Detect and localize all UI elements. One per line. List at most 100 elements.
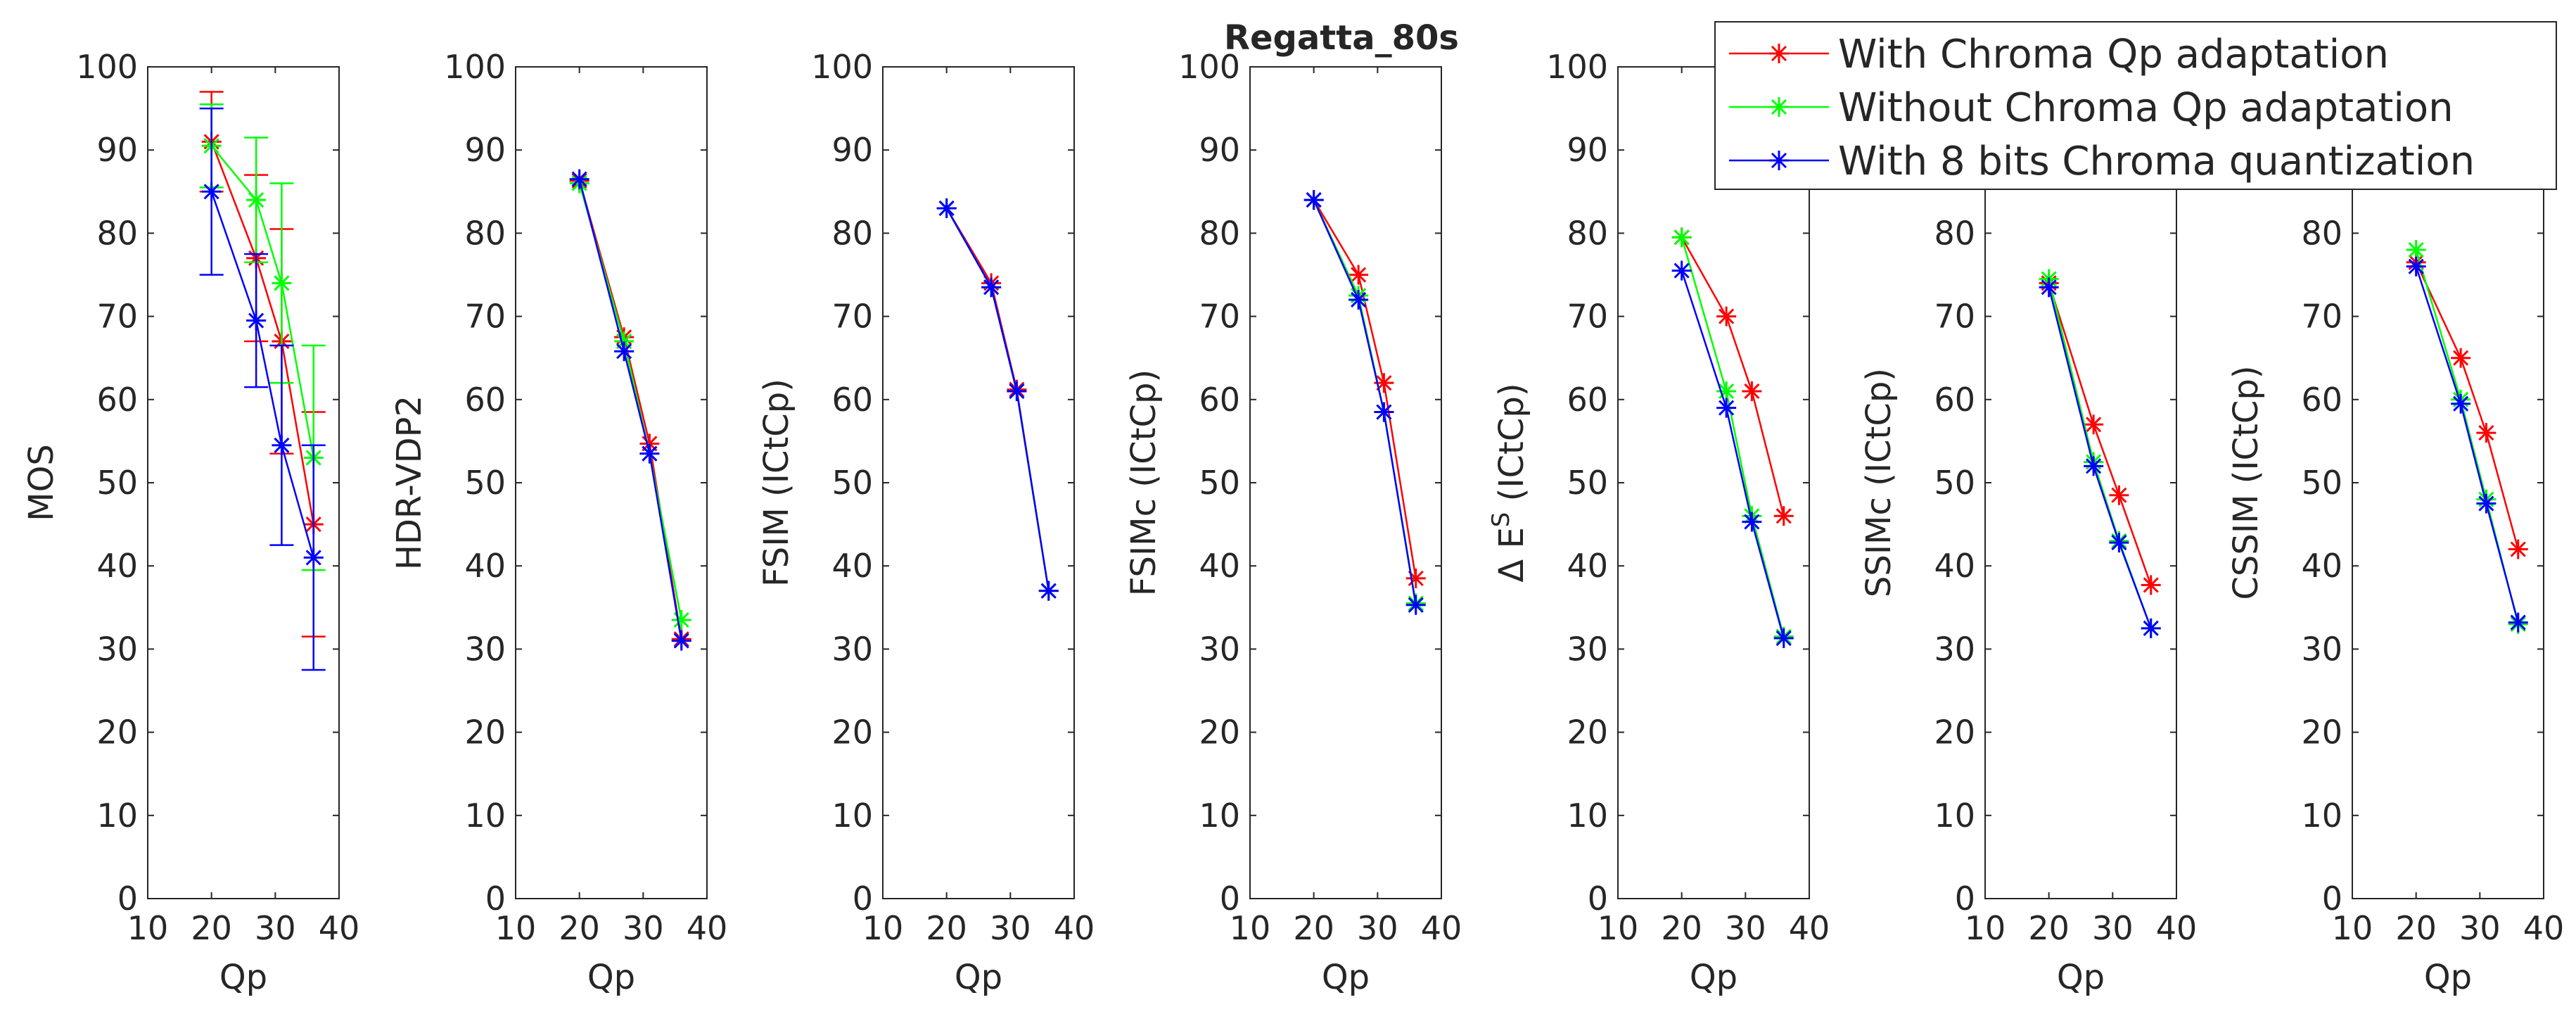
x-tick-label: 20 — [2028, 909, 2070, 947]
data-point-with-chroma-qp-adaptation — [2476, 423, 2497, 443]
y-tick-label: 10 — [831, 797, 873, 835]
data-point-with-8-bits-chroma-quantization — [1348, 289, 1369, 310]
data-point-with-8-bits-chroma-quantization — [1405, 595, 1426, 615]
y-tick-label: 10 — [1567, 797, 1608, 835]
y-tick-label: 90 — [831, 131, 873, 169]
x-tick-label: 20 — [926, 909, 967, 947]
axes-box — [515, 66, 708, 899]
y-tick-label: 70 — [1199, 298, 1240, 336]
data-point-with-8-bits-chroma-quantization — [981, 277, 1002, 298]
data-point-with-chroma-qp-adaptation — [1742, 381, 1762, 401]
marker-stroke — [616, 343, 632, 360]
x-tick-label: 10 — [1965, 909, 2006, 947]
y-tick-label: 90 — [464, 131, 506, 169]
series-with-8-bits-chroma-quantization — [1671, 260, 1794, 649]
series-line-with-8-bits-chroma-quantization — [945, 208, 1050, 591]
y-tick-label: 70 — [1934, 298, 1975, 336]
series-line-with-8-bits-chroma-quantization — [2048, 286, 2152, 629]
data-point-with-8-bits-chroma-quantization — [1716, 398, 1737, 418]
x-tick-label: 20 — [2395, 909, 2437, 947]
y-tick-label: 80 — [96, 214, 138, 252]
marker-stroke — [1009, 383, 1025, 400]
data-point-with-8-bits-chroma-quantization — [2406, 256, 2426, 277]
data-point-with-chroma-qp-adaptation — [2084, 414, 2104, 435]
x-tick-label: 40 — [2523, 909, 2565, 947]
data-point-with-8-bits-chroma-quantization — [272, 435, 292, 455]
series-line-without-chroma-qp-adaptation — [1681, 236, 1785, 638]
y-tick-label: 30 — [2301, 630, 2342, 668]
marker-stroke — [1040, 583, 1057, 599]
y-axis-label: MOS — [22, 444, 61, 521]
data-point-without-chroma-qp-adaptation — [272, 273, 292, 293]
y-tick-label: 50 — [831, 464, 873, 502]
x-tick-label: 30 — [990, 909, 1031, 947]
marker-stroke — [673, 611, 689, 628]
x-tick-label: 20 — [1293, 909, 1334, 947]
marker-stroke — [2478, 425, 2494, 441]
x-tick-label: 20 — [1661, 909, 1702, 947]
data-point-without-chroma-qp-adaptation — [1769, 97, 1789, 117]
y-tick-label: 20 — [464, 714, 506, 752]
data-point-with-chroma-qp-adaptation — [2109, 485, 2129, 505]
marker-stroke — [2408, 241, 2424, 258]
legend-item-with-chroma-qp-adaptation: With Chroma Qp adaptation — [1729, 32, 2389, 77]
x-tick-label: 10 — [1230, 909, 1271, 947]
y-tick-label: 10 — [1934, 797, 1975, 835]
x-tick-label: 30 — [623, 909, 664, 947]
marker-stroke — [1351, 267, 1367, 283]
y-tick-label: 30 — [1199, 630, 1240, 668]
marker-stroke — [1744, 383, 1760, 400]
y-tick-label: 20 — [1567, 714, 1608, 752]
data-point-without-chroma-qp-adaptation — [671, 610, 691, 630]
y-tick-label: 70 — [2301, 298, 2342, 336]
y-axis-label: Δ ES (ICtCp) — [1487, 383, 1531, 582]
series-line-with-chroma-qp-adaptation — [2048, 282, 2152, 585]
x-axis-label: Qp — [219, 958, 267, 997]
marker-stroke — [1744, 514, 1760, 530]
axes-box — [147, 66, 340, 899]
marker-stroke — [2143, 620, 2159, 636]
series-with-8-bits-chroma-quantization — [936, 198, 1059, 601]
data-point-with-8-bits-chroma-quantization — [201, 182, 222, 202]
marker-stroke — [1351, 291, 1367, 308]
y-tick-label: 60 — [1934, 381, 1975, 419]
x-tick-label: 10 — [2332, 909, 2373, 947]
legend-label: With 8 bits Chroma quantization — [1838, 139, 2475, 184]
marker-stroke — [274, 437, 290, 453]
data-point-with-chroma-qp-adaptation — [2451, 348, 2471, 368]
y-tick-label: 90 — [96, 131, 138, 169]
x-tick-label: 30 — [1357, 909, 1398, 947]
data-point-with-chroma-qp-adaptation — [1716, 306, 1737, 327]
data-point-with-8-bits-chroma-quantization — [2039, 277, 2059, 298]
x-tick-label: 40 — [2156, 909, 2198, 947]
data-point-with-8-bits-chroma-quantization — [303, 547, 324, 568]
plot-area — [1985, 67, 2176, 899]
data-point-with-8-bits-chroma-quantization — [671, 630, 691, 651]
series-line-with-chroma-qp-adaptation — [210, 141, 314, 525]
marker-stroke — [2408, 258, 2424, 274]
y-tick-label: 10 — [2301, 797, 2342, 835]
y-tick-label: 30 — [1934, 630, 1975, 668]
y-tick-label: 30 — [96, 630, 138, 668]
marker-stroke — [983, 279, 1000, 296]
series-line-without-chroma-qp-adaptation — [210, 145, 314, 458]
marker-stroke — [248, 312, 264, 329]
data-point-with-8-bits-chroma-quantization — [1038, 581, 1059, 601]
y-tick-label: 10 — [464, 797, 506, 835]
series-with-8-bits-chroma-quantization — [569, 169, 691, 651]
x-tick-label: 20 — [559, 909, 600, 947]
y-tick-label: 80 — [464, 214, 506, 252]
y-tick-label: 80 — [1199, 214, 1240, 252]
y-axis-label: CSSIM (ICtCp) — [2226, 365, 2266, 600]
data-point-with-8-bits-chroma-quantization — [246, 310, 267, 331]
y-axis-label-suffix: (ICtCp) — [1492, 383, 1531, 512]
y-tick-label: 20 — [1199, 714, 1240, 752]
data-point-with-8-bits-chroma-quantization — [1374, 402, 1394, 422]
legend-label: With Chroma Qp adaptation — [1838, 32, 2389, 77]
marker-stroke — [1775, 630, 1792, 647]
data-point-with-8-bits-chroma-quantization — [2508, 612, 2528, 633]
y-tick-label: 60 — [831, 381, 873, 419]
